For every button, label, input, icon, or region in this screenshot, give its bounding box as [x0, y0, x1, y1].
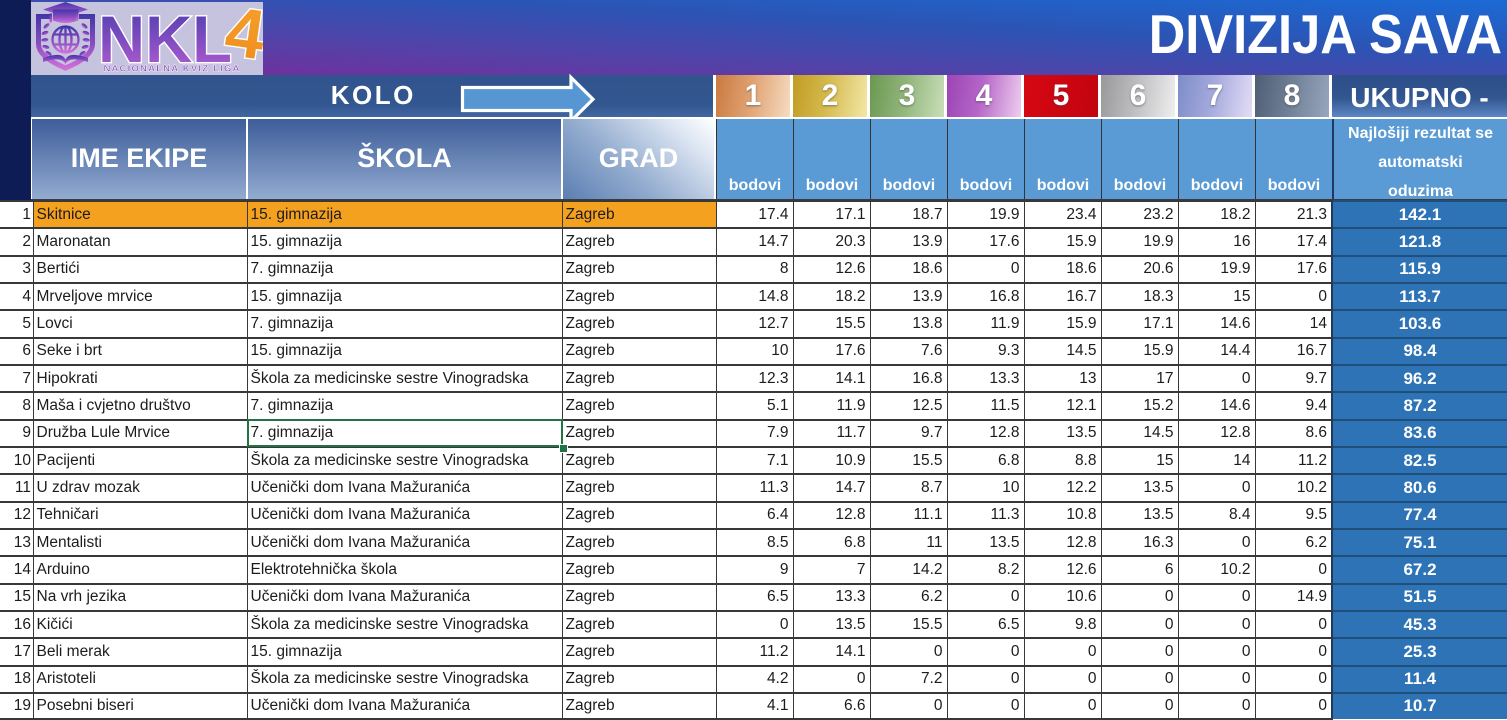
- svg-text:NACIONALNA KVIZ LIGA: NACIONALNA KVIZ LIGA: [103, 64, 240, 75]
- svg-text:NKL: NKL: [98, 2, 232, 75]
